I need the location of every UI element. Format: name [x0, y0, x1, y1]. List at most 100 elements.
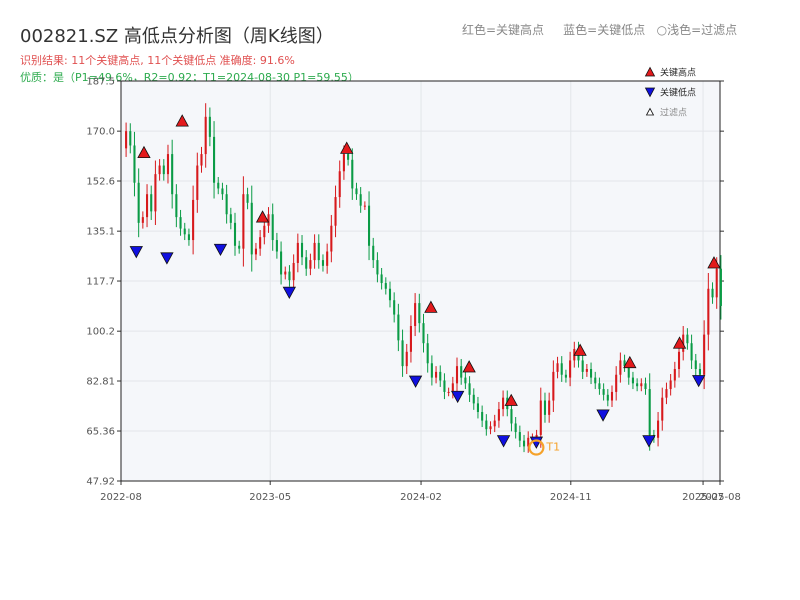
candle-body: [296, 242, 299, 263]
key-high-marker: [340, 141, 354, 154]
candle-body: [363, 205, 366, 207]
candle-body: [677, 351, 681, 370]
x-tick-label: 2025-07: [682, 492, 724, 503]
candle-body: [284, 271, 287, 275]
candle-body: [464, 377, 467, 384]
key-high-marker: [623, 355, 637, 369]
candle-body: [405, 351, 408, 367]
candle-body: [447, 391, 450, 393]
candle-body: [690, 343, 693, 361]
legend-label: 关键低点: [660, 87, 696, 99]
key-low-marker: [213, 243, 228, 257]
candle-body: [497, 409, 500, 421]
candle-body: [183, 228, 186, 235]
candle-body: [627, 366, 630, 378]
legend-marker: [644, 66, 656, 77]
candle-body: [187, 234, 190, 241]
candle-body: [372, 245, 375, 261]
candle-body: [422, 323, 425, 344]
x-tick-label: 2025-08: [699, 492, 741, 503]
candle-body: [430, 363, 433, 378]
candle-body: [715, 268, 718, 298]
candle-body: [280, 251, 283, 275]
candle-body: [217, 182, 220, 189]
candle-body: [317, 242, 320, 261]
candle-body: [669, 380, 672, 390]
x-tick-label: 2022-08: [100, 492, 142, 503]
key-low-marker: [408, 375, 423, 388]
y-tick-label: 100.2: [86, 327, 115, 338]
candle-body: [661, 397, 664, 421]
candle-body: [707, 288, 710, 335]
candle-body: [481, 411, 484, 421]
candle-body: [401, 340, 404, 367]
candle-body: [397, 314, 400, 341]
candle-body: [351, 159, 354, 189]
candle-body: [267, 214, 270, 226]
candle-body: [376, 260, 379, 275]
candle-body: [129, 131, 132, 146]
key-high-marker: [573, 343, 587, 356]
key-high-marker: [255, 210, 270, 223]
candle-body: [125, 131, 128, 149]
candle-body: [703, 334, 706, 375]
y-tick-label: 82.81: [86, 377, 115, 388]
x-tick-label: 2024-02: [400, 492, 442, 503]
candle-body: [719, 268, 722, 306]
candle-body: [631, 377, 634, 384]
candle-body: [145, 194, 149, 218]
candle-body: [179, 217, 182, 229]
candle-body: [367, 205, 371, 246]
candle-body: [259, 237, 262, 249]
candle-body: [510, 409, 513, 424]
candle-body: [171, 154, 174, 195]
candle-body: [489, 426, 492, 430]
candle-body: [564, 374, 567, 378]
key-high-marker: [707, 256, 721, 269]
key-low-marker: [282, 286, 297, 300]
candle-body: [569, 360, 572, 378]
candle-body: [414, 303, 417, 327]
candle-body: [338, 171, 341, 198]
candle-body: [238, 245, 241, 249]
key-high-marker: [175, 114, 189, 127]
key-high-marker: [462, 360, 476, 373]
candle-body: [686, 334, 689, 344]
candle-body: [246, 194, 249, 203]
key-low-marker: [529, 436, 544, 449]
candle-body: [556, 363, 559, 372]
candle-body: [292, 262, 295, 281]
candle-body: [640, 383, 643, 387]
y-tick-label: 135.1: [86, 227, 115, 238]
candle-body: [233, 222, 237, 246]
candle-body: [326, 251, 329, 266]
candle-body: [221, 188, 224, 195]
candle-body: [435, 371, 438, 378]
candle-body: [313, 242, 316, 261]
candle-body: [418, 303, 421, 324]
chart-title: 002821.SZ 高低点分析图（周K线图）: [20, 26, 334, 47]
filtered-point-ring: [528, 439, 545, 456]
key-high-marker: [137, 145, 151, 159]
candle-body: [476, 403, 480, 412]
key-low-marker: [642, 435, 656, 448]
legend-label: 过滤点: [660, 107, 687, 119]
x-tick-label: 2024-11: [550, 492, 592, 503]
legend-label: 关键高点: [660, 67, 696, 79]
candle-body: [665, 389, 668, 398]
candle-body: [698, 369, 702, 375]
candle-body: [254, 248, 257, 255]
legend-marker: [645, 107, 655, 116]
candle-body: [393, 300, 396, 315]
candle-body: [380, 274, 383, 284]
candle-body: [560, 363, 563, 375]
key-low-marker: [692, 375, 706, 388]
key-high-marker: [672, 336, 687, 349]
candle-body: [552, 371, 555, 401]
candle-body: [150, 194, 153, 212]
candle-body: [585, 369, 588, 372]
legend-marker: [644, 87, 656, 98]
candle-body: [384, 283, 387, 289]
candle-body: [518, 432, 521, 441]
